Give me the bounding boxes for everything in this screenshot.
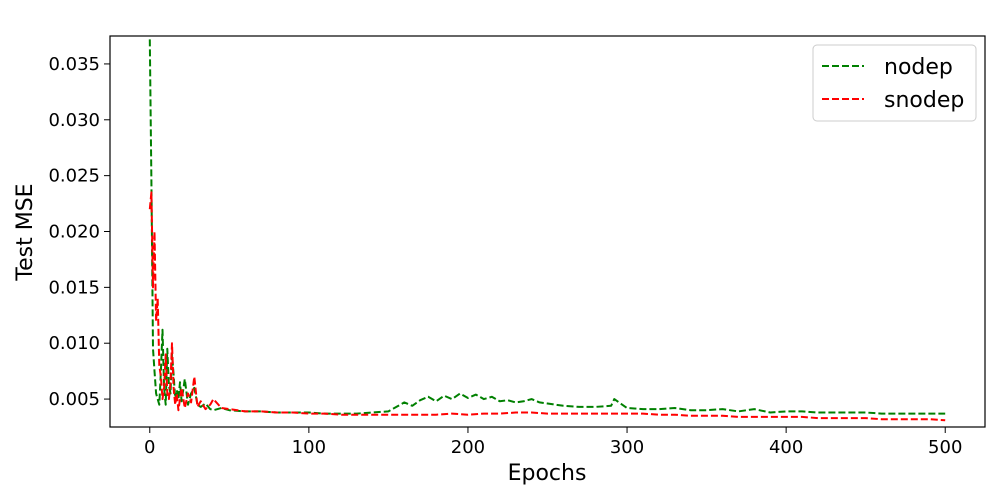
y-tick-label: 0.030: [48, 110, 100, 131]
y-tick-label: 0.010: [48, 333, 100, 354]
plot-frame: [109, 35, 986, 428]
legend-label-nodep: nodep: [884, 55, 953, 80]
x-tick-label: 300: [610, 437, 644, 458]
x-tick-label: 200: [451, 437, 485, 458]
series-line-snodep: [148, 191, 946, 422]
x-axis: 0 100 200 300 400 500: [144, 427, 962, 458]
x-tick-label: 0: [144, 437, 155, 458]
y-tick-label: 0.025: [48, 166, 100, 187]
plot-area: [148, 39, 946, 422]
x-tick-label: 400: [769, 437, 803, 458]
y-tick-label: 0.020: [48, 222, 100, 243]
x-tick-label: 100: [292, 437, 326, 458]
x-axis-label: Epochs: [508, 461, 587, 486]
series-line-nodep: [148, 39, 946, 415]
y-tick-label: 0.035: [48, 54, 100, 75]
y-axis: 0.005 0.010 0.015 0.020 0.025 0.030 0.035: [48, 54, 110, 410]
y-tick-label: 0.015: [48, 277, 100, 298]
legend-box: [812, 44, 977, 122]
legend: nodep snodep: [812, 44, 977, 122]
legend-label-snodep: snodep: [884, 88, 964, 113]
y-axis-label: Test MSE: [13, 183, 38, 281]
x-tick-label: 500: [928, 437, 962, 458]
y-tick-label: 0.005: [48, 389, 100, 410]
